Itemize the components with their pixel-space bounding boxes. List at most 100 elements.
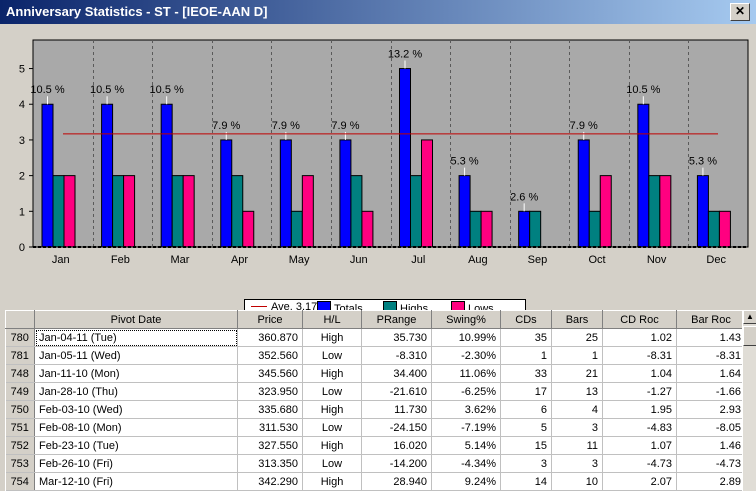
- table-row[interactable]: 753 Feb-26-10 (Fri) 313.350 Low -14.200 -4.34…: [5, 454, 746, 473]
- cell-bar-roc[interactable]: 2.93: [676, 400, 746, 419]
- cell-swing-[interactable]: 11.06%: [431, 364, 501, 383]
- cell-cd-roc[interactable]: -1.27: [602, 382, 677, 401]
- cell-h-l[interactable]: High: [302, 472, 362, 491]
- cell-cd-roc[interactable]: 1.02: [602, 328, 677, 347]
- table-row[interactable]: 752 Feb-23-10 (Tue) 327.550 High 16.020 5.14%…: [5, 436, 746, 455]
- cell-bars[interactable]: 21: [551, 364, 603, 383]
- cell-cd-roc[interactable]: -8.31: [602, 346, 677, 365]
- cell-bar-roc[interactable]: -8.05: [676, 418, 746, 437]
- cell-bars[interactable]: 11: [551, 436, 603, 455]
- table-row[interactable]: 750 Feb-03-10 (Wed) 335.680 High 11.730 3.62%…: [5, 400, 746, 419]
- cell-bar-roc[interactable]: -8.31: [676, 346, 746, 365]
- column-header-bars[interactable]: Bars: [551, 310, 603, 329]
- cell-price[interactable]: 327.550: [237, 436, 303, 455]
- cell-swing-[interactable]: -7.19%: [431, 418, 501, 437]
- cell-cd-roc[interactable]: -4.83: [602, 418, 677, 437]
- cell-bar-roc[interactable]: 1.46: [676, 436, 746, 455]
- cell-prange[interactable]: -8.310: [361, 346, 432, 365]
- cell-price[interactable]: 311.530: [237, 418, 303, 437]
- cell-cds[interactable]: 33: [500, 364, 552, 383]
- cell-price[interactable]: 323.950: [237, 382, 303, 401]
- column-header-cds[interactable]: CDs: [500, 310, 552, 329]
- cell-bar-roc[interactable]: 2.89: [676, 472, 746, 491]
- cell-swing-[interactable]: -2.30%: [431, 346, 501, 365]
- column-header-price[interactable]: Price: [237, 310, 303, 329]
- cell-price[interactable]: 342.290: [237, 472, 303, 491]
- cell-cd-roc[interactable]: 2.07: [602, 472, 677, 491]
- row-id[interactable]: 748: [5, 364, 35, 383]
- cell-price[interactable]: 345.560: [237, 364, 303, 383]
- cell-cd-roc[interactable]: -4.73: [602, 454, 677, 473]
- cell-h-l[interactable]: High: [302, 328, 362, 347]
- cell-bars[interactable]: 13: [551, 382, 603, 401]
- row-id[interactable]: 753: [5, 454, 35, 473]
- cell-prange[interactable]: 11.730: [361, 400, 432, 419]
- cell-bars[interactable]: 3: [551, 454, 603, 473]
- cell-price[interactable]: 360.870: [237, 328, 303, 347]
- cell-swing-[interactable]: 10.99%: [431, 328, 501, 347]
- cell-price[interactable]: 352.560: [237, 346, 303, 365]
- cell-swing-[interactable]: -4.34%: [431, 454, 501, 473]
- cell-pivot-date[interactable]: Feb-08-10 (Mon): [34, 418, 238, 437]
- cell-pivot-date[interactable]: Jan-04-11 (Tue): [34, 328, 238, 347]
- cell-cds[interactable]: 17: [500, 382, 552, 401]
- cell-prange[interactable]: -14.200: [361, 454, 432, 473]
- cell-bars[interactable]: 4: [551, 400, 603, 419]
- column-header-cd-roc[interactable]: CD Roc: [602, 310, 677, 329]
- cell-pivot-date[interactable]: Jan-05-11 (Wed): [34, 346, 238, 365]
- row-id[interactable]: 781: [5, 346, 35, 365]
- cell-prange[interactable]: 34.400: [361, 364, 432, 383]
- cell-bar-roc[interactable]: -4.73: [676, 454, 746, 473]
- table-row[interactable]: 781 Jan-05-11 (Wed) 352.560 Low -8.310 -2.30%…: [5, 346, 746, 365]
- cell-h-l[interactable]: High: [302, 400, 362, 419]
- cell-prange[interactable]: -21.610: [361, 382, 432, 401]
- cell-pivot-date[interactable]: Mar-12-10 (Fri): [34, 472, 238, 491]
- scroll-thumb[interactable]: [743, 326, 756, 346]
- cell-h-l[interactable]: High: [302, 436, 362, 455]
- cell-cds[interactable]: 5: [500, 418, 552, 437]
- cell-cds[interactable]: 14: [500, 472, 552, 491]
- cell-cds[interactable]: 15: [500, 436, 552, 455]
- cell-cd-roc[interactable]: 1.04: [602, 364, 677, 383]
- column-header-swing-[interactable]: Swing%: [431, 310, 501, 329]
- row-id[interactable]: 749: [5, 382, 35, 401]
- cell-h-l[interactable]: Low: [302, 382, 362, 401]
- row-id[interactable]: 751: [5, 418, 35, 437]
- cell-cds[interactable]: 3: [500, 454, 552, 473]
- column-header-pivot-date[interactable]: Pivot Date: [34, 310, 238, 329]
- table-row[interactable]: 751 Feb-08-10 (Mon) 311.530 Low -24.150 -7.19…: [5, 418, 746, 437]
- row-id[interactable]: 754: [5, 472, 35, 491]
- scroll-up-icon[interactable]: ▲: [743, 310, 756, 324]
- table-row[interactable]: 754 Mar-12-10 (Fri) 342.290 High 28.940 9.24%…: [5, 472, 746, 491]
- row-id[interactable]: 752: [5, 436, 35, 455]
- cell-h-l[interactable]: Low: [302, 418, 362, 437]
- column-header-bar-roc[interactable]: Bar Roc: [676, 310, 746, 329]
- cell-swing-[interactable]: 5.14%: [431, 436, 501, 455]
- cell-bar-roc[interactable]: 1.64: [676, 364, 746, 383]
- cell-h-l[interactable]: Low: [302, 454, 362, 473]
- cell-pivot-date[interactable]: Feb-26-10 (Fri): [34, 454, 238, 473]
- cell-pivot-date[interactable]: Feb-23-10 (Tue): [34, 436, 238, 455]
- vertical-scrollbar[interactable]: ▲: [742, 310, 756, 491]
- cell-h-l[interactable]: Low: [302, 346, 362, 365]
- cell-prange[interactable]: 35.730: [361, 328, 432, 347]
- cell-bars[interactable]: 10: [551, 472, 603, 491]
- table-row[interactable]: 748 Jan-11-10 (Mon) 345.560 High 34.400 11.06…: [5, 364, 746, 383]
- cell-bars[interactable]: 1: [551, 346, 603, 365]
- cell-h-l[interactable]: High: [302, 364, 362, 383]
- cell-cd-roc[interactable]: 1.95: [602, 400, 677, 419]
- cell-swing-[interactable]: -6.25%: [431, 382, 501, 401]
- table-row[interactable]: 749 Jan-28-10 (Thu) 323.950 Low -21.610 -6.25…: [5, 382, 746, 401]
- cell-pivot-date[interactable]: Jan-11-10 (Mon): [34, 364, 238, 383]
- table-row[interactable]: 780 Jan-04-11 (Tue) 360.870 High 35.730 10.99…: [5, 328, 746, 347]
- cell-bar-roc[interactable]: 1.43: [676, 328, 746, 347]
- column-header-prange[interactable]: PRange: [361, 310, 432, 329]
- cell-prange[interactable]: 28.940: [361, 472, 432, 491]
- cell-cds[interactable]: 35: [500, 328, 552, 347]
- close-button[interactable]: ✕: [730, 3, 750, 21]
- cell-cds[interactable]: 1: [500, 346, 552, 365]
- row-id[interactable]: 780: [5, 328, 35, 347]
- cell-bars[interactable]: 25: [551, 328, 603, 347]
- row-id[interactable]: 750: [5, 400, 35, 419]
- cell-swing-[interactable]: 9.24%: [431, 472, 501, 491]
